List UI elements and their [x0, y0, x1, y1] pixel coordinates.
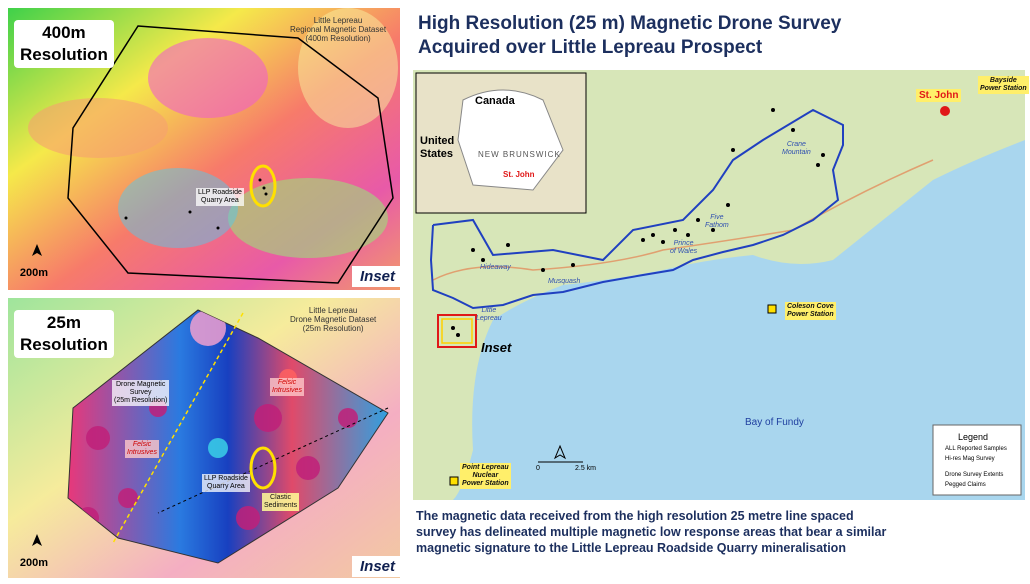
- regional-map: [8, 8, 400, 290]
- place-label: Hideaway: [480, 264, 511, 271]
- legend-item: Hi-res Mag Survey: [945, 456, 995, 462]
- place-label: Prince of Wales: [670, 240, 697, 256]
- area-label: LLP Roadside Quarry Area: [202, 474, 250, 492]
- caption-line: magnetic signature to the Little Lepreau…: [416, 541, 846, 555]
- country-label: United States: [420, 135, 454, 161]
- scale-label: 200m: [19, 557, 49, 569]
- area-label: LLP Roadside Quarry Area: [196, 188, 244, 206]
- dataset-label-line: Regional Magnetic Dataset: [290, 25, 387, 34]
- resolution-label-line: 25m: [46, 313, 81, 332]
- slide-title-line: Acquired over Little Lepreau Prospect: [418, 37, 763, 58]
- caption-line: The magnetic data received from the high…: [416, 509, 854, 523]
- felsic-label-line: Intrusives: [127, 449, 157, 456]
- survey-label-line: (25m Resolution): [114, 397, 168, 404]
- power-station-label-line: Nuclear: [472, 472, 499, 479]
- place-label: Crane Mountain: [782, 141, 811, 157]
- province-label: NEW BRUNSWICK: [478, 150, 561, 159]
- legend-item: ALL Reported Samples: [945, 446, 1007, 452]
- power-station-label: Bayside Power Station: [978, 76, 1029, 94]
- place-label: Five Fathom: [705, 214, 729, 230]
- place-label-line: Little: [481, 307, 497, 314]
- inset-label: Inset: [481, 340, 512, 355]
- slide-title: High Resolution (25 m) Magnetic Drone Su…: [418, 12, 841, 60]
- resolution-label: 400m Resolution: [14, 20, 114, 68]
- country-label-line: States: [420, 148, 454, 160]
- place-label-line: Fathom: [705, 222, 729, 229]
- resolution-label-line: 400m: [42, 23, 86, 42]
- city-label: St. John: [916, 89, 962, 102]
- place-label-line: Crane: [786, 141, 806, 148]
- place-label-line: Five: [710, 214, 724, 221]
- power-station-label-line: Power Station: [787, 311, 834, 318]
- power-station-label-line: Power Station: [462, 480, 509, 487]
- country-label-line: United: [420, 135, 455, 147]
- survey-label: Drone Magnetic Survey (25m Resolution): [112, 380, 170, 406]
- power-station-label: Coleson Cove Power Station: [785, 302, 836, 320]
- felsic-label: Felsic Intrusives: [125, 440, 159, 458]
- slide-title-line: High Resolution (25 m) Magnetic Drone Su…: [418, 13, 842, 34]
- felsic-label: Felsic Intrusives: [270, 378, 304, 396]
- power-station-label: Point Lepreau Nuclear Power Station: [460, 463, 511, 489]
- survey-label-line: Survey: [129, 389, 152, 396]
- regional-location-map: [413, 70, 1025, 500]
- power-station-label-line: Power Station: [980, 85, 1027, 92]
- place-label: Musquash: [548, 278, 581, 285]
- legend-title: Legend: [958, 432, 989, 442]
- caption: The magnetic data received from the high…: [416, 508, 886, 556]
- resolution-label: 25m Resolution: [14, 310, 114, 358]
- felsic-label-line: Felsic: [132, 441, 152, 448]
- felsic-label-line: Felsic: [277, 379, 297, 386]
- power-station-label-line: Coleson Cove: [787, 303, 834, 310]
- dataset-label-line: Little Lepreau: [308, 306, 358, 315]
- inset-label: Inset: [352, 266, 404, 287]
- scale-label: 200m: [19, 267, 49, 279]
- area-label-line: Quarry Area: [201, 197, 239, 204]
- dataset-label-line: (25m Resolution): [302, 324, 364, 333]
- felsic-label-line: Intrusives: [272, 387, 302, 394]
- sediments-label: Clastic Sediments: [262, 493, 300, 511]
- legend-item: Drone Survey Extents: [945, 472, 1004, 478]
- dataset-label-line: (400m Resolution): [305, 34, 371, 43]
- sediments-label-line: Clastic: [270, 494, 292, 501]
- place-label-line: Lepreau: [476, 315, 502, 322]
- caption-line: survey has delineated multiple magnetic …: [416, 525, 887, 539]
- city-label: St. John: [503, 170, 535, 179]
- sediments-label-line: Sediments: [264, 502, 298, 509]
- sea-label: Bay of Fundy: [745, 417, 804, 428]
- place-label-line: Mountain: [782, 149, 811, 156]
- inset-label: Inset: [352, 556, 404, 577]
- scale-label: 2.5 km: [575, 465, 597, 472]
- power-station-label-line: Bayside: [989, 77, 1017, 84]
- dataset-label-line: Little Lepreau: [313, 16, 363, 25]
- country-label: Canada: [475, 95, 515, 107]
- scale-label: 0: [536, 465, 540, 472]
- place-label: Little Lepreau: [476, 307, 502, 323]
- place-label-line: of Wales: [670, 248, 698, 255]
- dataset-label: Little Lepreau Regional Magnetic Dataset(…: [290, 16, 386, 43]
- survey-label-line: Drone Magnetic: [115, 381, 166, 388]
- place-label-line: Prince: [673, 240, 694, 247]
- legend-item: Pegged Claims: [945, 482, 986, 488]
- resolution-label-line: Resolution: [20, 45, 108, 64]
- area-label-line: LLP Roadside: [198, 189, 242, 196]
- power-station-label-line: Point Lepreau: [462, 464, 509, 471]
- area-label-line: Quarry Area: [207, 483, 245, 490]
- area-label-line: LLP Roadside: [204, 475, 248, 482]
- resolution-label-line: Resolution: [20, 335, 108, 354]
- dataset-label-line: Drone Magnetic Dataset: [290, 315, 377, 324]
- dataset-label: Little Lepreau Drone Magnetic Dataset (25m…: [290, 306, 376, 333]
